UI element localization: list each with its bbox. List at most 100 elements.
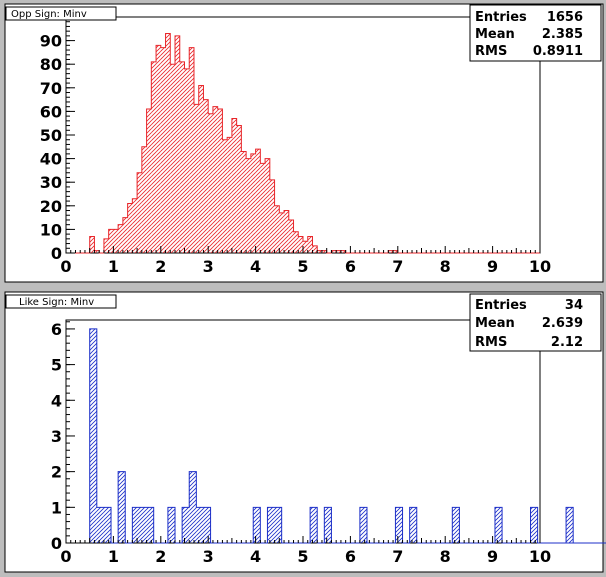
histogram-bar <box>388 250 394 253</box>
histogram-bar <box>184 68 190 253</box>
y-tick-label: 10 <box>40 220 62 239</box>
title-box: Opp Sign: Minv <box>5 6 117 21</box>
stats-rms-label: RMS <box>475 44 507 59</box>
histogram-bar <box>182 507 190 543</box>
stats-mean-value: 2.385 <box>542 27 583 42</box>
x-tick-label: 10 <box>529 547 551 566</box>
x-tick-label: 10 <box>529 257 551 276</box>
stats-box: Entries 34 Mean 2.639 RMS 2.12 <box>469 293 602 352</box>
x-tick-label: 2 <box>155 547 166 566</box>
histogram-bar <box>113 229 119 253</box>
histogram-bar <box>310 507 318 543</box>
histogram-bar <box>253 507 261 543</box>
histogram-bar <box>307 236 313 253</box>
histogram-bar <box>359 507 367 543</box>
histogram-outline <box>66 33 540 254</box>
y-tick-label: 30 <box>40 173 62 192</box>
y-tick-label: 3 <box>51 427 62 446</box>
histogram-bar <box>139 507 147 543</box>
histogram-bar <box>274 507 282 543</box>
histogram-bar <box>108 229 114 253</box>
stats-entries-value: 1656 <box>547 10 583 25</box>
histogram-bar <box>293 231 299 253</box>
histogram-bar <box>222 139 228 253</box>
histogram-bar <box>250 153 256 253</box>
histogram-bar <box>246 158 251 253</box>
y-tick-label: 70 <box>40 79 62 98</box>
x-tick-label: 4 <box>250 547 261 566</box>
stats-entries-label: Entries <box>475 10 527 25</box>
histogram-bar <box>103 507 112 543</box>
x-tick-label: 7 <box>392 257 403 276</box>
x-tick-label: 5 <box>297 257 308 276</box>
histogram-bar <box>127 203 133 253</box>
histogram-bar <box>321 250 327 253</box>
histogram-bar <box>336 250 341 253</box>
like-sign-axes: 0 1 2 3 4 5 6 7 8 9 10 0 1 2 3 4 5 6 <box>51 320 551 566</box>
x-tick-label: 3 <box>203 257 214 276</box>
histogram-bar <box>146 507 154 543</box>
stats-entries-label: Entries <box>475 298 527 313</box>
histogram-bar <box>203 99 209 253</box>
histogram-bar <box>267 507 275 543</box>
histogram-bar <box>103 238 109 253</box>
stats-mean-label: Mean <box>475 27 515 42</box>
x-tick-label: 9 <box>487 547 498 566</box>
histogram-bar <box>324 507 332 543</box>
histogram-bar <box>317 250 322 253</box>
title-box: Like Sign: Minv <box>5 294 117 309</box>
y-tick-label: 1 <box>51 498 62 517</box>
histogram-bar <box>288 219 294 253</box>
histogram-bar <box>494 507 503 543</box>
x-tick-label: 7 <box>392 547 403 566</box>
histogram-bar <box>284 210 289 253</box>
histogram-bar <box>94 250 100 253</box>
histogram-bar <box>298 236 303 253</box>
opp-sign-axes: 0 1 2 3 4 5 6 7 8 9 10 0 10 20 30 40 50 60 70 80 90 <box>40 16 551 276</box>
histogram-bar <box>340 250 346 253</box>
stats-rms-label: RMS <box>475 335 507 350</box>
histogram-bar <box>393 250 398 253</box>
y-tick-label: 4 <box>51 391 62 410</box>
y-tick-label: 60 <box>40 102 62 121</box>
y-tick-label: 2 <box>51 463 62 482</box>
x-tick-label: 6 <box>345 257 356 276</box>
histogram-bar <box>189 47 194 254</box>
histogram-bar <box>265 158 270 253</box>
histogram-bar <box>269 179 275 253</box>
x-tick-label: 6 <box>345 547 356 566</box>
histogram-bar <box>227 137 232 253</box>
histogram-bar <box>160 47 166 254</box>
stats-box: Entries 1656 Mean 2.385 RMS 0.8911 <box>469 4 602 62</box>
histogram-bar <box>530 507 538 543</box>
histogram-bar <box>303 241 308 253</box>
y-tick-label: 50 <box>40 126 62 145</box>
histogram-bar <box>331 250 337 253</box>
x-tick-label: 4 <box>250 257 261 276</box>
histogram-bar <box>137 172 142 253</box>
histogram-bar <box>193 104 199 253</box>
histogram-bar <box>96 507 104 543</box>
histogram-bar <box>395 507 403 543</box>
histogram-outline <box>89 328 606 544</box>
histogram-bar <box>452 507 460 543</box>
histogram-bar <box>146 109 152 253</box>
histogram-bar <box>198 85 204 253</box>
histogram-bar <box>236 125 242 253</box>
histogram-bar <box>132 198 138 253</box>
histogram-bar <box>170 64 176 253</box>
x-tick-label: 2 <box>155 257 166 276</box>
x-tick-label: 9 <box>487 257 498 276</box>
histogram-bar <box>212 106 218 254</box>
chart-title: Opp Sign: Minv <box>11 9 87 20</box>
opp-sign-pad: 0 1 2 3 4 5 6 7 8 9 10 0 10 20 30 40 50 60 70 80 90 Opp Sign… <box>4 3 604 283</box>
histogram-bar <box>175 35 180 253</box>
histogram-bar <box>255 149 261 253</box>
y-tick-label: 20 <box>40 197 62 216</box>
histogram-bar <box>156 45 161 253</box>
histogram-bar <box>279 212 285 253</box>
y-tick-label: 0 <box>51 244 62 263</box>
histogram-bar <box>409 507 417 543</box>
